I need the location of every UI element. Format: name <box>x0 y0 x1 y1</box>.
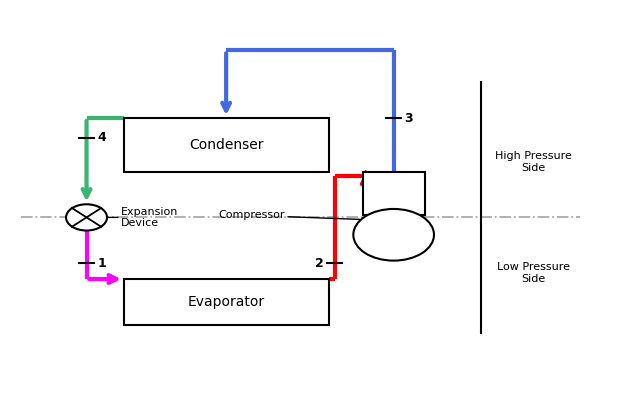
Text: Compressor: Compressor <box>218 210 359 220</box>
Bar <box>362 172 424 216</box>
Text: Condenser: Condenser <box>189 138 264 152</box>
Bar <box>124 279 329 325</box>
Text: 4: 4 <box>97 131 106 144</box>
Text: Low Pressure
Side: Low Pressure Side <box>497 262 570 284</box>
Circle shape <box>353 209 434 261</box>
Text: 3: 3 <box>404 112 413 125</box>
Circle shape <box>66 204 107 231</box>
Text: Expansion
Device: Expansion Device <box>107 207 178 228</box>
Text: 2: 2 <box>316 257 324 270</box>
Text: High Pressure
Side: High Pressure Side <box>495 151 572 172</box>
Text: 1: 1 <box>97 257 106 270</box>
Text: Evaporator: Evaporator <box>188 295 265 309</box>
Bar <box>124 118 329 172</box>
